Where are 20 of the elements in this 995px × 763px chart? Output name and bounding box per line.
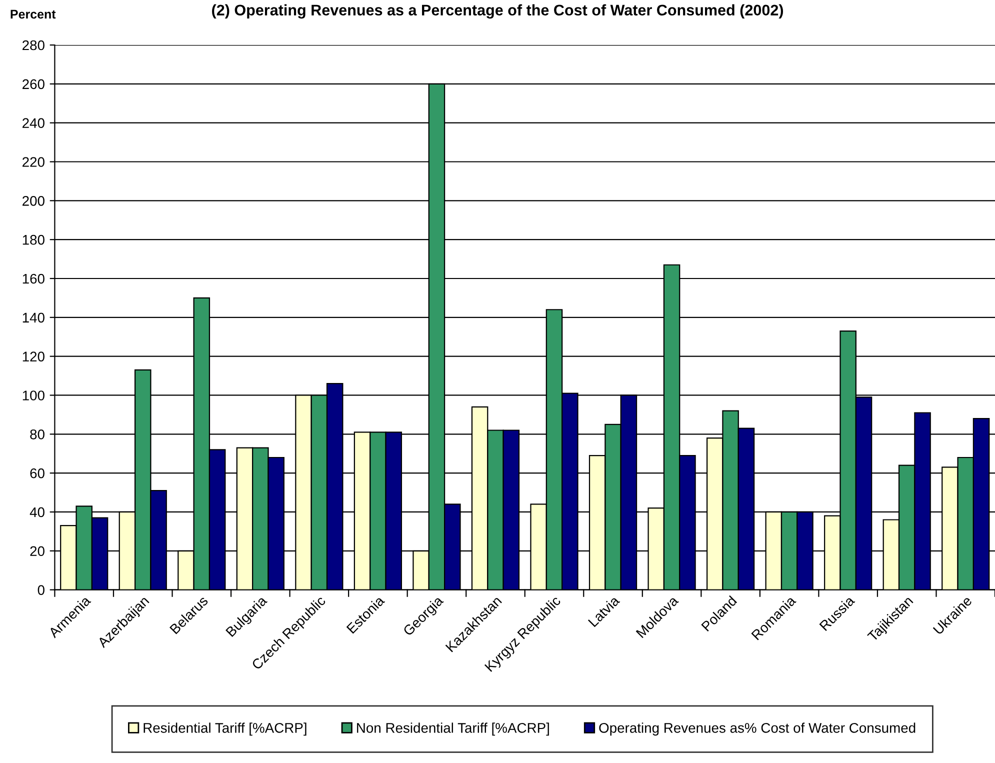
y-tick-label: 100 xyxy=(22,390,44,400)
y-tick-label: 140 xyxy=(22,312,44,323)
legend-label: Non Residential Tariff [%ACRP] xyxy=(357,722,549,736)
y-tick-label: 180 xyxy=(22,234,44,245)
y-tick-label: 260 xyxy=(22,79,44,90)
legend-label: Operating Revenues as% Cost of Water Consumed xyxy=(599,722,916,736)
y-tick-label: 120 xyxy=(22,352,44,362)
y-tick-label: 0 xyxy=(38,585,44,595)
y-tick-label: 240 xyxy=(22,118,44,128)
y-tick-label: 40 xyxy=(30,507,44,518)
y-tick-label: 160 xyxy=(22,274,44,284)
y-axis-title: Percent xyxy=(10,10,56,19)
y-tick-label: 80 xyxy=(30,429,44,440)
y-tick-label: 20 xyxy=(30,546,44,556)
y-tick-label: 220 xyxy=(22,157,44,167)
chart-title: (2) Operating Revenues as a Percentage of the Cost of Water Consumed (2002) xyxy=(212,4,784,19)
y-tick-label: 280 xyxy=(22,40,44,50)
y-tick-label: 60 xyxy=(30,468,44,478)
y-tick-label: 200 xyxy=(22,196,44,206)
legend-label: Residential Tariff [%ACRP] xyxy=(144,722,306,736)
